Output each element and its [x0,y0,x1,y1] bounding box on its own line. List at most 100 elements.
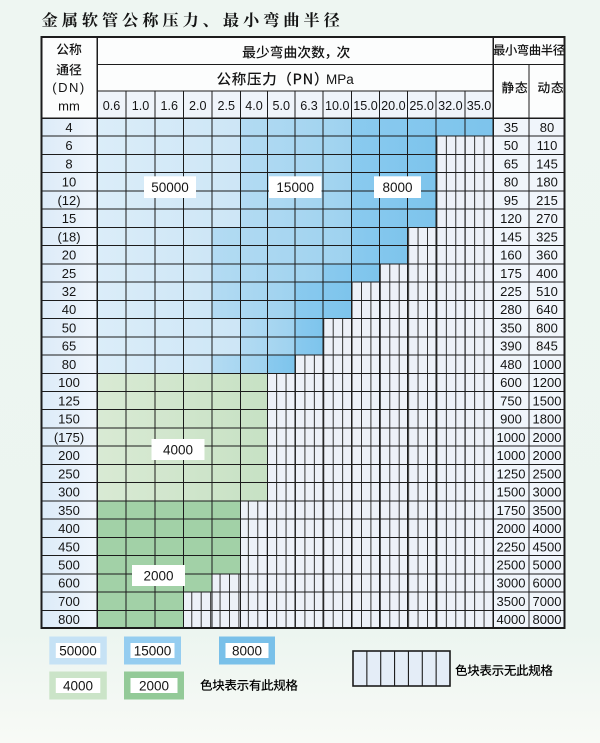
svg-text:1000: 1000 [533,357,562,372]
svg-text:mm: mm [58,98,80,113]
svg-text:200: 200 [58,448,80,463]
svg-text:1200: 1200 [533,375,562,390]
svg-text:2.0: 2.0 [189,99,207,113]
svg-text:145: 145 [536,156,558,171]
svg-text:510: 510 [536,284,558,299]
svg-text:2500: 2500 [533,466,562,481]
svg-text:3500: 3500 [497,594,526,609]
svg-text:3000: 3000 [497,576,526,591]
svg-text:2000: 2000 [533,430,562,445]
svg-text:215: 215 [536,193,558,208]
svg-text:6000: 6000 [533,576,562,591]
svg-text:8000: 8000 [232,643,262,658]
svg-text:(175): (175) [54,430,84,445]
svg-text:500: 500 [58,558,80,573]
svg-text:225: 225 [500,284,522,299]
svg-text:1250: 1250 [497,466,526,481]
svg-text:250: 250 [58,466,80,481]
svg-text:280: 280 [500,302,522,317]
svg-text:1500: 1500 [533,393,562,408]
svg-text:(12): (12) [57,193,80,208]
svg-text:1750: 1750 [497,503,526,518]
svg-text:100: 100 [58,375,80,390]
svg-text:(18): (18) [57,229,80,244]
svg-text:2000: 2000 [497,521,526,536]
svg-text:2500: 2500 [497,558,526,573]
svg-text:480: 480 [500,357,522,372]
svg-text:160: 160 [500,248,522,263]
svg-text:35.0: 35.0 [467,99,492,113]
svg-text:2.5: 2.5 [217,99,235,113]
svg-text:1500: 1500 [497,485,526,500]
svg-text:6: 6 [65,138,72,153]
svg-text:(DN): (DN) [52,80,85,95]
svg-text:390: 390 [500,339,522,354]
svg-text:1000: 1000 [497,430,526,445]
svg-text:MPa: MPa [326,72,354,87]
svg-text:20.0: 20.0 [381,99,406,113]
svg-text:845: 845 [536,339,558,354]
svg-text:50000: 50000 [151,180,189,195]
svg-text:50: 50 [504,138,518,153]
svg-text:8000: 8000 [533,612,562,627]
svg-text:25: 25 [62,266,76,281]
svg-text:2000: 2000 [533,448,562,463]
svg-text:175: 175 [500,266,522,281]
svg-text:25.0: 25.0 [409,99,434,113]
svg-text:1.0: 1.0 [132,99,150,113]
svg-text:800: 800 [536,321,558,336]
svg-text:80: 80 [540,120,554,135]
svg-text:35: 35 [504,120,518,135]
svg-text:65: 65 [504,156,518,171]
svg-text:50000: 50000 [59,643,97,658]
svg-text:900: 900 [500,412,522,427]
svg-text:300: 300 [58,485,80,500]
svg-text:32: 32 [62,284,76,299]
svg-text:15.0: 15.0 [353,99,378,113]
svg-text:10: 10 [62,175,76,190]
svg-text:6.3: 6.3 [300,99,318,113]
svg-text:8000: 8000 [382,180,412,195]
svg-text:15: 15 [62,211,76,226]
svg-text:50: 50 [62,321,76,336]
svg-text:15000: 15000 [276,180,314,195]
svg-text:4500: 4500 [533,539,562,554]
svg-text:800: 800 [58,612,80,627]
svg-text:450: 450 [58,539,80,554]
svg-text:3500: 3500 [533,503,562,518]
svg-text:80: 80 [62,357,76,372]
svg-text:750: 750 [500,393,522,408]
svg-text:400: 400 [58,521,80,536]
svg-text:4000: 4000 [497,612,526,627]
svg-text:640: 640 [536,302,558,317]
svg-text:4000: 4000 [63,678,93,693]
svg-text:145: 145 [500,229,522,244]
svg-text:32.0: 32.0 [438,99,463,113]
svg-text:4000: 4000 [163,443,193,458]
svg-text:600: 600 [500,375,522,390]
svg-text:1800: 1800 [533,412,562,427]
svg-text:2000: 2000 [139,678,169,693]
svg-text:20: 20 [62,248,76,263]
svg-text:180: 180 [536,175,558,190]
svg-text:360: 360 [536,248,558,263]
svg-text:3000: 3000 [533,485,562,500]
svg-text:150: 150 [58,412,80,427]
svg-text:120: 120 [500,211,522,226]
svg-text:4000: 4000 [533,521,562,536]
svg-text:40: 40 [62,302,76,317]
svg-text:110: 110 [537,138,558,153]
svg-text:125: 125 [58,393,80,408]
svg-text:350: 350 [58,503,80,518]
svg-text:80: 80 [504,175,518,190]
svg-text:15000: 15000 [134,643,172,658]
svg-text:0.6: 0.6 [103,99,121,113]
svg-text:10.0: 10.0 [325,99,350,113]
svg-text:4.0: 4.0 [245,99,263,113]
svg-text:5.0: 5.0 [272,99,290,113]
svg-text:2250: 2250 [497,539,526,554]
svg-text:5000: 5000 [533,558,562,573]
svg-text:350: 350 [500,321,522,336]
svg-text:600: 600 [58,576,80,591]
svg-text:4: 4 [65,120,72,135]
